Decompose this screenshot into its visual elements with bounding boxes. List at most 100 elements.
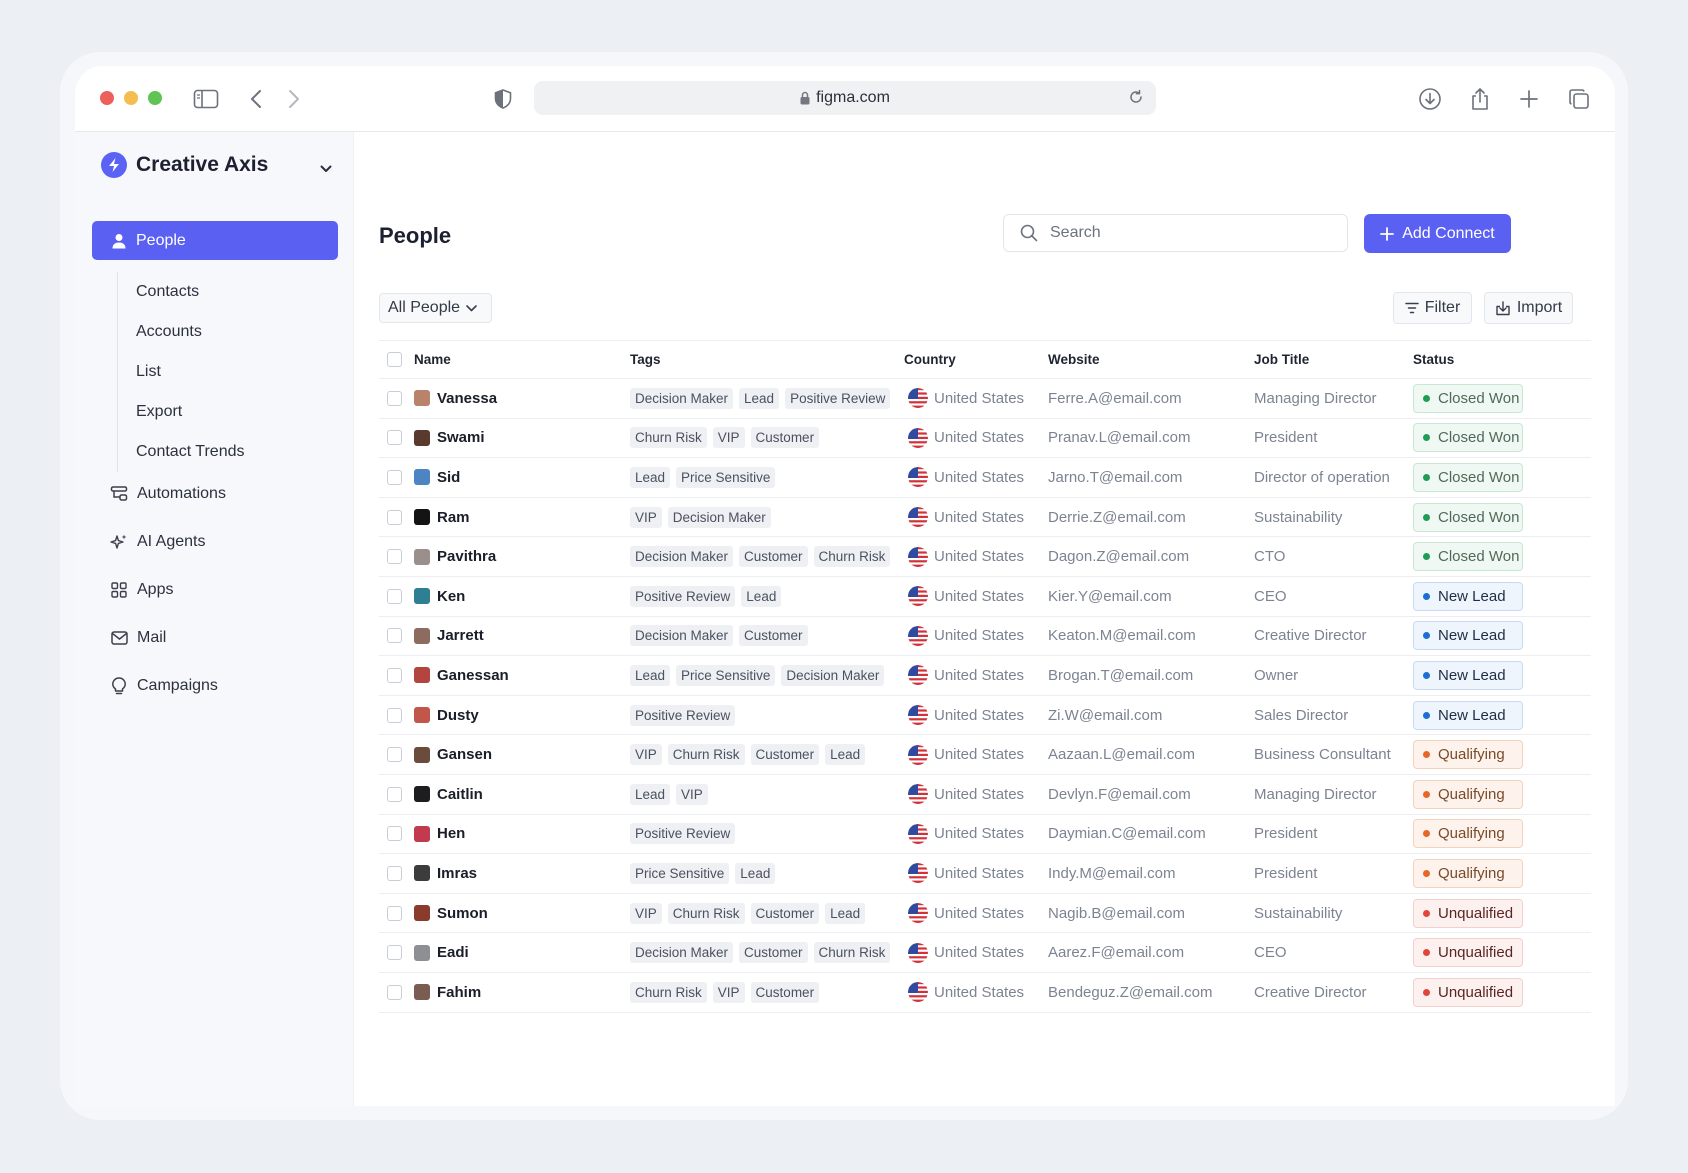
address-bar[interactable]: figma.com — [534, 81, 1156, 115]
website-cell[interactable]: Pranav.L@email.com — [1048, 429, 1191, 447]
row-checkbox[interactable] — [387, 945, 402, 961]
row-checkbox[interactable] — [387, 707, 402, 723]
status-badge[interactable]: Closed Won — [1413, 462, 1523, 492]
website-cell[interactable]: Jarno.T@email.com — [1048, 468, 1183, 486]
status-badge[interactable]: Qualifying — [1413, 740, 1523, 770]
name-cell[interactable]: Gansen — [414, 735, 492, 774]
row-checkbox[interactable] — [387, 509, 402, 525]
table-row[interactable]: Gansen VIP Churn Risk Customer Lead United … — [379, 735, 1591, 775]
table-row[interactable]: Vanessa Decision Maker Lead Positive Revie… — [379, 379, 1591, 419]
share-icon[interactable] — [1467, 86, 1493, 112]
row-checkbox[interactable] — [387, 826, 402, 842]
sidebar-item-people[interactable]: People — [92, 221, 338, 260]
table-row[interactable]: Fahim Churn Risk VIP Customer United State… — [379, 973, 1591, 1013]
table-row[interactable]: Sumon VIP Churn Risk Customer Lead United S… — [379, 894, 1591, 934]
website-cell[interactable]: Brogan.T@email.com — [1048, 666, 1194, 684]
column-header-website[interactable]: Website — [1048, 352, 1100, 367]
website-cell[interactable]: Derrie.Z@email.com — [1048, 508, 1186, 526]
sidebar-item-campaigns[interactable]: Campaigns — [109, 662, 226, 710]
status-badge[interactable]: Unqualified — [1413, 977, 1523, 1007]
table-row[interactable]: Ganessan Lead Price Sensitive Decision Mak… — [379, 656, 1591, 696]
name-cell[interactable]: Sid — [414, 458, 460, 497]
website-cell[interactable]: Nagib.B@email.com — [1048, 904, 1185, 922]
name-cell[interactable]: Swami — [414, 419, 485, 458]
tabs-overview-icon[interactable] — [1566, 86, 1592, 112]
status-badge[interactable]: Unqualified — [1413, 938, 1523, 968]
status-badge[interactable]: Unqualified — [1413, 898, 1523, 928]
add-connect-button[interactable]: Add Connect — [1364, 214, 1511, 253]
website-cell[interactable]: Bendeguz.Z@email.com — [1048, 983, 1213, 1001]
table-row[interactable]: Eadi Decision Maker Customer Churn Risk Un… — [379, 933, 1591, 973]
row-checkbox[interactable] — [387, 905, 402, 921]
column-header-tags[interactable]: Tags — [630, 352, 661, 367]
chevron-down-icon[interactable] — [320, 160, 332, 178]
sidebar-subitem-contact-trends[interactable]: Contact Trends — [136, 443, 245, 460]
table-row[interactable]: Ram VIP Decision Maker United States Derr… — [379, 498, 1591, 538]
status-badge[interactable]: Closed Won — [1413, 542, 1523, 572]
website-cell[interactable]: Ferre.A@email.com — [1048, 389, 1182, 407]
status-badge[interactable]: Qualifying — [1413, 858, 1523, 888]
reload-icon[interactable] — [1128, 89, 1144, 105]
name-cell[interactable]: Caitlin — [414, 775, 483, 814]
website-cell[interactable]: Kier.Y@email.com — [1048, 587, 1172, 605]
name-cell[interactable]: Vanessa — [414, 379, 497, 418]
sidebar-item-apps[interactable]: Apps — [109, 566, 226, 614]
row-checkbox[interactable] — [387, 786, 402, 802]
sidebar-subitem-accounts[interactable]: Accounts — [136, 323, 202, 340]
table-row[interactable]: Jarrett Decision Maker Customer United St… — [379, 617, 1591, 657]
table-row[interactable]: Dusty Positive Review United States Zi.W… — [379, 696, 1591, 736]
table-row[interactable]: Sid Lead Price Sensitive United States Ja… — [379, 458, 1591, 498]
website-cell[interactable]: Aarez.F@email.com — [1048, 944, 1185, 962]
column-header-status[interactable]: Status — [1413, 352, 1455, 367]
table-row[interactable]: Imras Price Sensitive Lead United States … — [379, 854, 1591, 894]
website-cell[interactable]: Zi.W@email.com — [1048, 706, 1163, 724]
sidebar-item-ai-agents[interactable]: AI Agents — [109, 518, 226, 566]
status-badge[interactable]: New Lead — [1413, 660, 1523, 690]
name-cell[interactable]: Jarrett — [414, 617, 484, 656]
website-cell[interactable]: Keaton.M@email.com — [1048, 627, 1196, 645]
table-row[interactable]: Caitlin Lead VIP United States Devlyn.F@e… — [379, 775, 1591, 815]
shield-icon[interactable] — [490, 86, 516, 112]
workspace-switcher[interactable]: Creative Axis — [101, 152, 268, 178]
status-badge[interactable]: New Lead — [1413, 700, 1523, 730]
name-cell[interactable]: Ken — [414, 577, 465, 616]
select-all-checkbox[interactable] — [387, 352, 402, 367]
name-cell[interactable]: Sumon — [414, 894, 488, 933]
table-row[interactable]: Hen Positive Review United States Daymia… — [379, 815, 1591, 855]
sidebar-toggle-icon[interactable] — [193, 86, 219, 112]
import-button[interactable]: Import — [1484, 292, 1573, 324]
sidebar-subitem-contacts[interactable]: Contacts — [136, 283, 200, 300]
row-checkbox[interactable] — [387, 430, 402, 446]
status-badge[interactable]: Qualifying — [1413, 779, 1523, 809]
row-checkbox[interactable] — [387, 747, 402, 763]
table-row[interactable]: Swami Churn Risk VIP Customer United State… — [379, 419, 1591, 459]
filter-button[interactable]: Filter — [1393, 292, 1472, 324]
row-checkbox[interactable] — [387, 628, 402, 644]
status-badge[interactable]: New Lead — [1413, 621, 1523, 651]
status-badge[interactable]: Qualifying — [1413, 819, 1523, 849]
minimize-window-button[interactable] — [124, 91, 138, 105]
sidebar-subitem-export[interactable]: Export — [136, 403, 183, 420]
forward-icon[interactable] — [281, 86, 307, 112]
table-row[interactable]: Pavithra Decision Maker Customer Churn Ris… — [379, 537, 1591, 577]
column-header-name[interactable]: Name — [414, 352, 451, 367]
sidebar-subitem-list[interactable]: List — [136, 363, 161, 380]
name-cell[interactable]: Imras — [414, 854, 477, 893]
close-window-button[interactable] — [100, 91, 114, 105]
row-checkbox[interactable] — [387, 667, 402, 683]
row-checkbox[interactable] — [387, 390, 402, 406]
website-cell[interactable]: Indy.M@email.com — [1048, 864, 1176, 882]
website-cell[interactable]: Dagon.Z@email.com — [1048, 548, 1190, 566]
column-header-job-title[interactable]: Job Title — [1254, 352, 1310, 367]
status-badge[interactable]: Closed Won — [1413, 502, 1523, 532]
search-input[interactable]: Search — [1003, 214, 1348, 252]
website-cell[interactable]: Aazaan.L@email.com — [1048, 746, 1195, 764]
download-icon[interactable] — [1417, 86, 1443, 112]
name-cell[interactable]: Pavithra — [414, 537, 496, 576]
table-row[interactable]: Ken Positive Review Lead United States Ki… — [379, 577, 1591, 617]
status-badge[interactable]: New Lead — [1413, 581, 1523, 611]
status-badge[interactable]: Closed Won — [1413, 383, 1523, 413]
column-header-country[interactable]: Country — [904, 352, 956, 367]
row-checkbox[interactable] — [387, 865, 402, 881]
status-badge[interactable]: Closed Won — [1413, 423, 1523, 453]
